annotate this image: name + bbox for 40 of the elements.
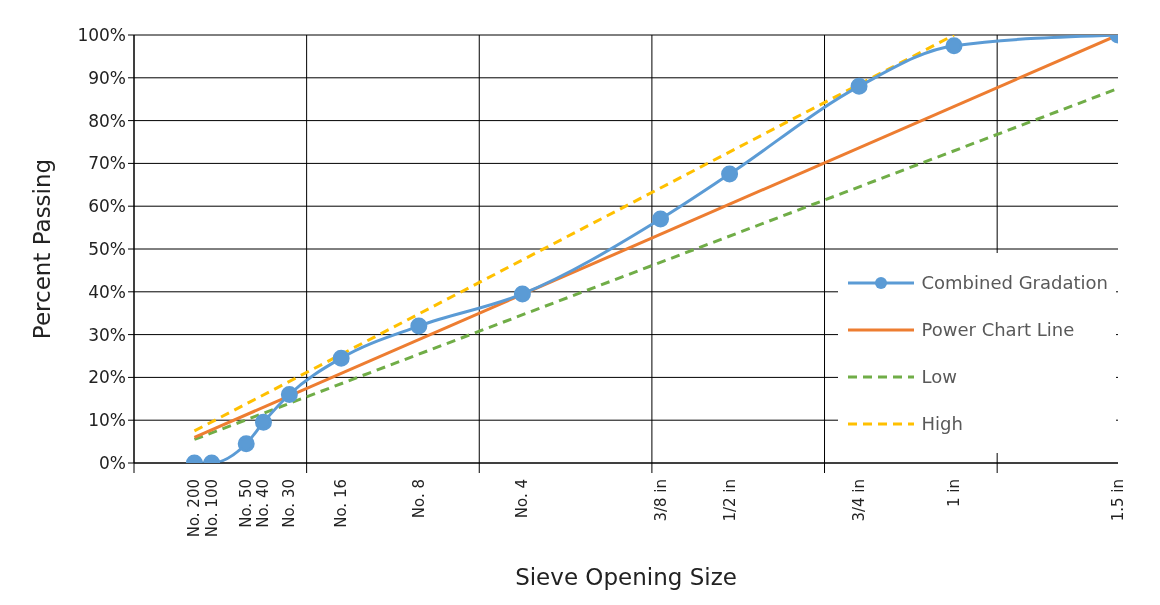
point xyxy=(254,413,272,431)
y-tick-label: 30% xyxy=(88,324,126,345)
legend-label: Combined Gradation xyxy=(921,272,1108,293)
x-tick-label: No. 4 xyxy=(513,479,532,519)
x-axis-title: Sieve Opening Size xyxy=(515,564,737,590)
x-tick-label: 3/4 in xyxy=(850,479,869,522)
y-tick-label: 70% xyxy=(88,153,126,174)
x-tick-label: 1 in xyxy=(945,479,963,507)
legend-label: Power Chart Line xyxy=(921,319,1075,340)
y-tick-label: 40% xyxy=(88,281,126,302)
point xyxy=(410,317,428,335)
point xyxy=(280,386,298,404)
legend-label: High xyxy=(921,413,963,434)
y-tick-label: 0% xyxy=(99,453,126,474)
y-tick-label: 80% xyxy=(88,110,126,131)
y-tick-label: 50% xyxy=(88,239,126,260)
y-tick-label: 90% xyxy=(88,67,126,88)
y-axis-title: Percent Passing xyxy=(29,158,56,340)
point xyxy=(513,285,531,303)
x-tick-label: 1.5 in xyxy=(1109,479,1127,522)
y-tick-label: 10% xyxy=(88,410,126,431)
x-tick-label: 1/2 in xyxy=(720,479,739,522)
x-tick-label: No. 200 xyxy=(185,479,204,538)
x-tick-label: No. 100 xyxy=(202,479,221,538)
y-tick-label: 20% xyxy=(88,367,126,388)
x-tick-label: No. 30 xyxy=(280,479,299,528)
point xyxy=(332,349,350,367)
point xyxy=(945,37,963,55)
y-tick-label: 60% xyxy=(88,196,126,217)
point xyxy=(850,77,868,95)
x-tick-label: No. 40 xyxy=(254,479,273,528)
x-tick-label: No. 50 xyxy=(237,479,256,528)
point xyxy=(721,165,739,183)
legend-label: Low xyxy=(921,366,957,387)
point xyxy=(237,435,255,453)
point xyxy=(652,210,670,228)
y-tick-label: 100% xyxy=(77,25,126,46)
x-tick-label: 3/8 in xyxy=(651,479,670,522)
x-tick-label: No. 16 xyxy=(332,479,351,528)
x-tick-label: No. 8 xyxy=(409,479,428,519)
